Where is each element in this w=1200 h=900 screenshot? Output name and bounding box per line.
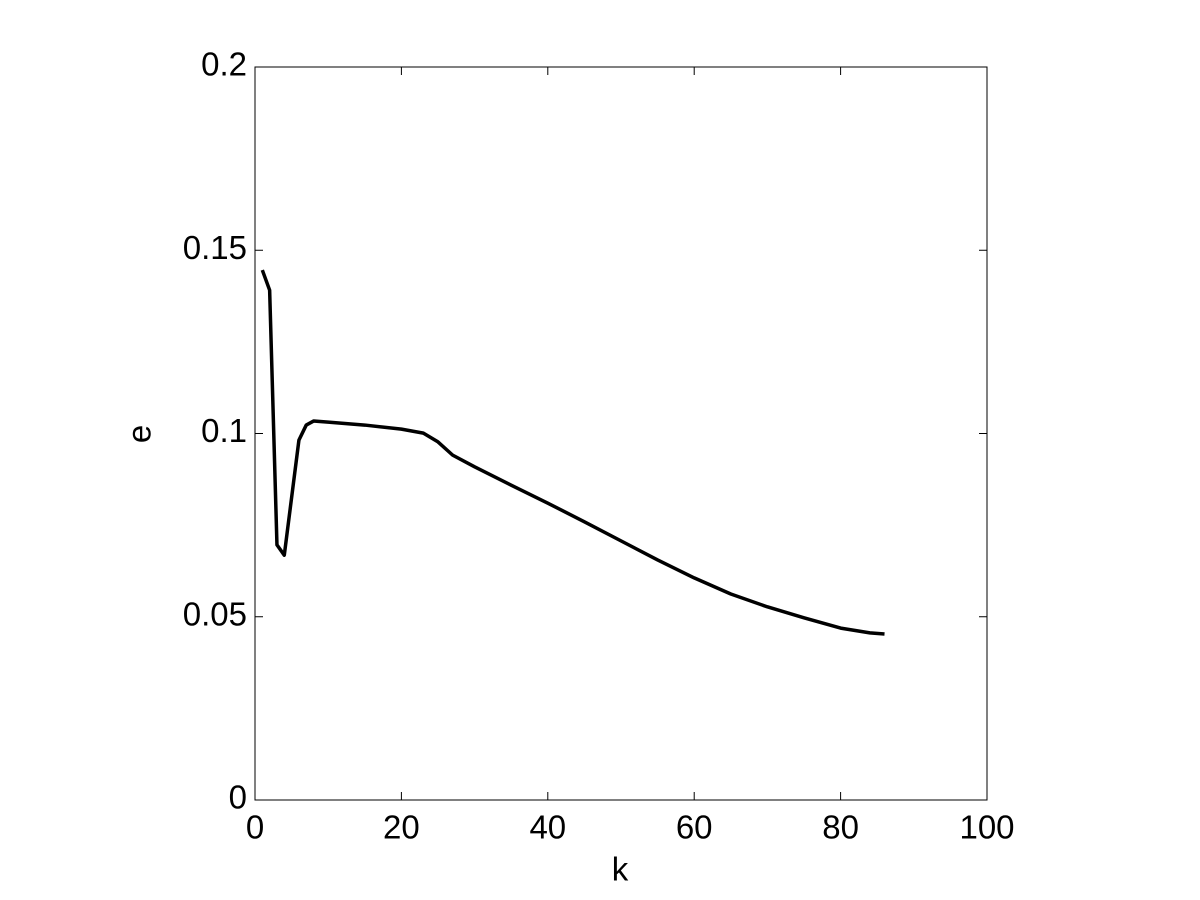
plot-frame	[254, 66, 988, 801]
y-tick-label: 0.2	[201, 46, 247, 83]
y-axis-label: e	[121, 425, 158, 443]
x-axis-label: k	[612, 851, 629, 888]
y-tick-label: 0.1	[201, 412, 247, 449]
data-line	[260, 269, 885, 636]
x-tick-label: 80	[822, 809, 859, 846]
y-tick-label: 0.15	[183, 229, 247, 266]
x-tick-label: 100	[959, 809, 1014, 846]
y-tick-label: 0	[229, 779, 247, 816]
x-tick-label: 0	[246, 809, 264, 846]
x-tick-label: 40	[529, 809, 566, 846]
x-tick-label: 60	[676, 809, 713, 846]
y-tick-label: 0.05	[183, 595, 247, 632]
x-tick-label: 20	[383, 809, 420, 846]
